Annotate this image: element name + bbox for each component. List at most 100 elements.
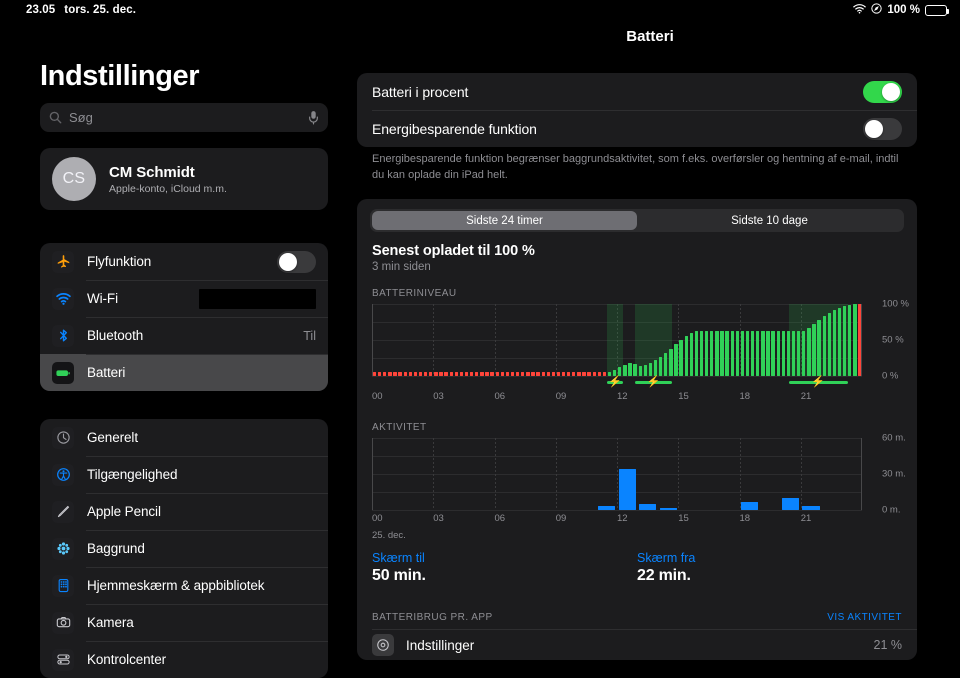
battery-bar (613, 370, 617, 376)
battery-bar (618, 367, 622, 376)
activity-chart-plot (372, 438, 862, 511)
sidebar-item-wifi[interactable]: Wi-Fi (40, 280, 328, 317)
battery-bar (664, 352, 668, 376)
battery-bar (429, 372, 433, 376)
status-date: tors. 25. dec. (64, 4, 136, 16)
sidebar-item-kontrolcenter[interactable]: Kontrolcenter (40, 641, 328, 678)
battery-chart-axis-right (861, 304, 862, 376)
battery-bar (577, 372, 581, 376)
timeframe-segmented-control[interactable]: Sidste 24 timer Sidste 10 dage (370, 209, 904, 232)
x-tick-label: 15 (678, 513, 689, 524)
gridline-v (494, 438, 496, 510)
sidebar-item-generelt[interactable]: Generelt (40, 419, 328, 456)
account-card[interactable]: CS CM Schmidt Apple-konto, iCloud m.m. (40, 148, 328, 210)
battery-bar (689, 332, 693, 376)
page-title: Indstillinger (40, 60, 200, 92)
battery-bar (807, 328, 811, 376)
sidebar-item-flyfunktion[interactable]: Flyfunktion (40, 243, 328, 280)
segment-last-24-hours[interactable]: Sidste 24 timer (372, 211, 637, 230)
y-tick-label: 60 m. (882, 432, 906, 444)
avatar: CS (52, 157, 96, 201)
sidebar-item-apple-pencil[interactable]: Apple Pencil (40, 493, 328, 530)
sidebar-item-label: Bluetooth (87, 328, 144, 343)
sidebar-item-label: Baggrund (87, 541, 145, 556)
sidebar-item-label: Generelt (87, 430, 138, 445)
account-row[interactable]: CS CM Schmidt Apple-konto, iCloud m.m. (40, 148, 328, 210)
app-usage-header: BATTERIBRUG PR. APP (372, 612, 493, 623)
battery-bar (388, 372, 392, 376)
battery-bar (439, 372, 443, 376)
gridline-h (372, 376, 862, 377)
battery-percent-toggle[interactable] (863, 80, 902, 103)
battery-bar (459, 372, 464, 376)
sidebar-item-label: Wi-Fi (87, 291, 118, 306)
activity-chart[interactable]: 60 m. 30 m. 0 m. 00 03 06 09 12 15 18 21 (357, 433, 917, 529)
battery-bar (536, 372, 540, 376)
search-input[interactable]: Søg (40, 103, 328, 132)
battery-bar (643, 365, 648, 376)
app-name: Indstillinger (406, 637, 475, 653)
sidebar-item-hjemmeskaerm[interactable]: Hjemmeskærm & appbibliotek (40, 567, 328, 604)
app-percent: 21 % (873, 638, 903, 652)
sidebar-item-batteri[interactable]: Batteri (40, 354, 328, 391)
battery-bar (623, 365, 627, 376)
sidebar-item-baggrund[interactable]: Baggrund (40, 530, 328, 567)
battery-chart-plot (372, 304, 862, 377)
x-tick-label: 06 (494, 391, 506, 402)
airplane-mode-toggle[interactable] (277, 250, 316, 273)
show-activity-link[interactable]: VIS AKTIVITET (827, 612, 902, 623)
battery-bar (510, 372, 515, 376)
battery-bar (480, 372, 484, 376)
battery-bar (659, 356, 663, 376)
battery-bar (781, 330, 785, 376)
battery-chart-x-labels: 00 03 06 09 12 15 18 21 (372, 391, 862, 407)
battery-bar (771, 330, 775, 376)
low-power-mode-row[interactable]: Energibesparende funktion (357, 110, 917, 147)
battery-bar (475, 372, 479, 376)
gridline-v (555, 438, 557, 510)
activity-bar (598, 506, 616, 510)
activity-chart-axis-left (372, 438, 373, 510)
activity-bar (618, 469, 636, 510)
battery-bar (444, 372, 448, 376)
battery-bar (408, 372, 412, 376)
segment-last-10-days[interactable]: Sidste 10 dage (731, 214, 808, 227)
sidebar-item-label: Kontrolcenter (87, 652, 166, 667)
status-time: 23.05 (26, 4, 56, 16)
nav-title: Batteri (626, 28, 674, 45)
x-tick-label: 21 (800, 391, 812, 402)
sidebar-item-label: Hjemmeskærm & appbibliotek (87, 578, 265, 593)
charging-segment (788, 380, 848, 384)
battery-percent-row[interactable]: Batteri i procent (357, 73, 917, 110)
battery-bar (515, 372, 520, 376)
app-usage-row[interactable]: Indstillinger 21 % (357, 630, 917, 660)
battery-level-chart[interactable]: 100 % 50 % 0 % ⚡ ⚡ ⚡ 00 03 06 09 12 15 18 21 (357, 299, 917, 407)
battery-bar (730, 330, 734, 376)
battery-bar (791, 330, 796, 376)
main-settings-group: Generelt Tilgængelighed Apple Pencil Bag… (40, 419, 328, 678)
settings-sidebar: 23.05 tors. 25. dec. Indstillinger Søg C… (0, 0, 340, 678)
battery-bar (832, 309, 837, 376)
gridline-v (800, 438, 802, 510)
battery-bar (858, 304, 862, 376)
battery-bar (633, 364, 637, 376)
activity-chart-axis-right (861, 438, 862, 510)
battery-stats-card: Sidste 24 timer Sidste 10 dage Senest op… (357, 199, 917, 660)
battery-bar (556, 372, 561, 376)
battery-bar (628, 363, 632, 376)
microphone-icon[interactable] (308, 110, 319, 125)
bluetooth-icon (52, 324, 74, 347)
sidebar-item-bluetooth[interactable]: Bluetooth Til (40, 317, 328, 354)
battery-bar (715, 330, 719, 376)
battery-bar (674, 344, 678, 376)
accessibility-icon (52, 463, 74, 486)
wifi-icon (52, 287, 74, 310)
sidebar-item-kamera[interactable]: Kamera (40, 604, 328, 641)
sidebar-item-tilgaengelighed[interactable]: Tilgængelighed (40, 456, 328, 493)
battery-bar (725, 330, 729, 376)
low-power-mode-toggle[interactable] (863, 117, 902, 140)
battery-bar (541, 372, 545, 376)
battery-bar (526, 372, 530, 376)
battery-bar (597, 372, 602, 376)
battery-bar (848, 304, 852, 376)
